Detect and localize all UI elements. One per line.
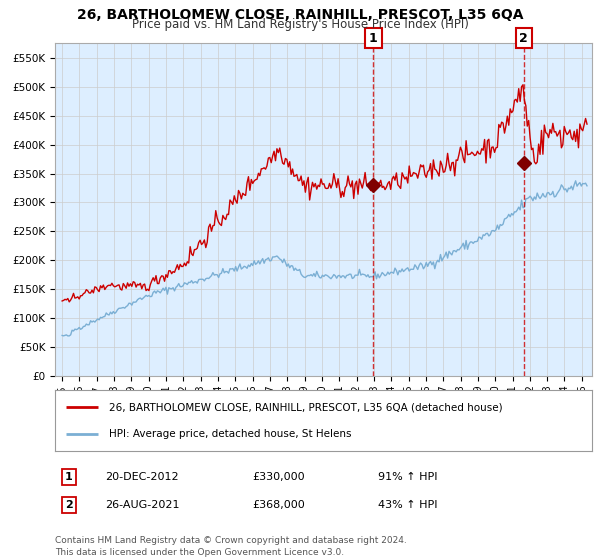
- Text: Price paid vs. HM Land Registry's House Price Index (HPI): Price paid vs. HM Land Registry's House …: [131, 18, 469, 31]
- Text: 91% ↑ HPI: 91% ↑ HPI: [378, 472, 437, 482]
- Text: 26, BARTHOLOMEW CLOSE, RAINHILL, PRESCOT, L35 6QA (detached house): 26, BARTHOLOMEW CLOSE, RAINHILL, PRESCOT…: [109, 402, 503, 412]
- Text: £368,000: £368,000: [252, 500, 305, 510]
- Text: 2: 2: [520, 31, 528, 45]
- Text: 26-AUG-2021: 26-AUG-2021: [105, 500, 179, 510]
- Text: £330,000: £330,000: [252, 472, 305, 482]
- Text: 2: 2: [65, 500, 73, 510]
- Text: 1: 1: [369, 31, 378, 45]
- Text: Contains HM Land Registry data © Crown copyright and database right 2024.
This d: Contains HM Land Registry data © Crown c…: [55, 536, 407, 557]
- Text: HPI: Average price, detached house, St Helens: HPI: Average price, detached house, St H…: [109, 429, 352, 439]
- Text: 26, BARTHOLOMEW CLOSE, RAINHILL, PRESCOT, L35 6QA: 26, BARTHOLOMEW CLOSE, RAINHILL, PRESCOT…: [77, 8, 523, 22]
- Text: 43% ↑ HPI: 43% ↑ HPI: [378, 500, 437, 510]
- Text: 20-DEC-2012: 20-DEC-2012: [105, 472, 179, 482]
- Text: 1: 1: [65, 472, 73, 482]
